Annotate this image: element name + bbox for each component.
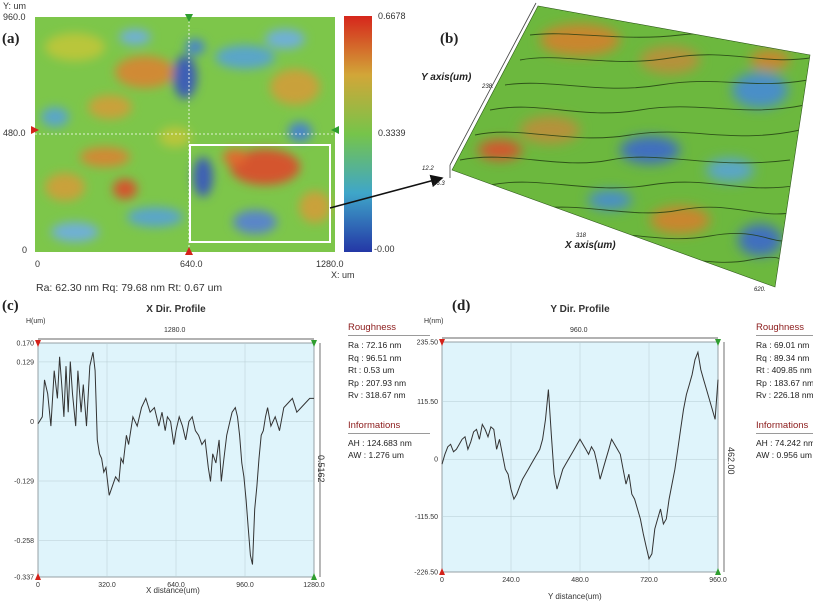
x-info-aw: AW : 1.276 um — [348, 450, 404, 460]
axis-3d-x-label: X axis(um) — [564, 240, 616, 251]
axis-3d-x-tick-mid: 318 — [576, 233, 587, 239]
y-roughness-rt: Rt : 409.85 nm — [756, 365, 812, 375]
y-profile-xtick-3: 720.0 — [640, 577, 658, 584]
colorbar-min-label: -0.00 — [374, 244, 395, 254]
x-profile-cursor-left-top[interactable] — [35, 340, 41, 347]
colorbar-max-label: 0.6678 — [378, 11, 406, 21]
panel-label-a: (a) — [2, 31, 20, 47]
map-x-tick-640: 640.0 — [180, 259, 203, 269]
map-y-tick-0: 0 — [22, 245, 28, 255]
panel-label-d: (d) — [452, 298, 471, 314]
x-roughness-rq: Rq : 96.51 nm — [348, 352, 402, 363]
y-profile-title: Y Dir. Profile — [550, 304, 610, 315]
map-x-tick-0: 0 — [35, 259, 41, 269]
x-profile-cursor-right-bottom[interactable] — [311, 573, 317, 580]
y-profile-ytick-0: 235.50 — [417, 340, 439, 347]
x-profile-series-line-0 — [37, 352, 314, 565]
map-roughness-stats: Ra: 62.30 nm Rq: 79.68 nm Rt: 0.67 um — [36, 282, 223, 294]
y-profile-series-line-0 — [441, 350, 719, 561]
y-roughness-heading: Roughness — [756, 322, 813, 336]
x-info-ah: AH : 124.683 nm — [348, 437, 412, 448]
y-profile-xtick-0: 0 — [440, 577, 444, 584]
x-profile-title: X Dir. Profile — [146, 304, 206, 315]
y-profile-span-label: 960.0 — [570, 327, 588, 334]
y-profile-ytick-1: 115.50 — [417, 399, 438, 406]
height-map-3d: Y axis(um) 238. 12.2 16.3 318 X axis(um)… — [421, 2, 811, 293]
axis-3d-y-tick: 238. — [481, 84, 494, 90]
x-roughness-rt: Rt : 0.53 um — [348, 365, 395, 375]
y-profile-roughness-box: Roughness Ra : 69.01 nm Rq : 89.34 nm Rt… — [756, 322, 813, 462]
y-profile-xtick-4: 960.0 — [709, 577, 727, 584]
y-info-heading: Informations — [756, 420, 813, 434]
x-profile-ytick-5: -0.337 — [14, 575, 34, 582]
map-x-tick-1280: 1280.0 — [316, 259, 344, 269]
x-profile-xtick-3: 960.0 — [236, 582, 254, 589]
panel-label-b: (b) — [440, 31, 459, 47]
y-roughness-rp: Rp : 183.67 nm — [756, 377, 813, 388]
y-profile-ytick-3: -115.50 — [415, 514, 438, 521]
panel-label-c: (c) — [2, 298, 19, 314]
y-profile-cursor-left-top[interactable] — [439, 339, 445, 346]
y-info-ah: AH : 74.242 nm — [756, 437, 813, 448]
axis-3d-z-tick-b: 16.3 — [433, 181, 445, 187]
y-profile-cursor-right-top[interactable] — [715, 339, 721, 346]
axis-3d-x-tick-end: 620. — [754, 287, 766, 293]
x-profile-chart: 0 320.0 640.0 960.0 1280.0 0.170 0.129 0 -0.129 -… — [14, 338, 325, 589]
y-roughness-ra: Ra : 69.01 nm — [756, 340, 810, 350]
y-profile-ylabel: H(nm) — [424, 318, 444, 325]
x-profile-xtick-2: 640.0 — [167, 582, 185, 589]
x-profile-ytick-3: -0.129 — [14, 479, 34, 486]
y-profile-ytick-2: 0 — [434, 457, 438, 464]
y-info-aw: AW : 0.956 um — [756, 450, 812, 460]
x-profile-ytick-0: 0.170 — [16, 341, 34, 348]
x-profile-span-label: 1280.0 — [164, 327, 186, 334]
map-y-axis-title: Y: um — [3, 1, 27, 11]
x-profile-ytick-1: 0.129 — [16, 359, 34, 366]
x-profile-ytick-2: 0 — [30, 419, 34, 426]
x-profile-xtick-1: 320.0 — [98, 582, 116, 589]
x-profile-ytick-4: -0.258 — [14, 538, 34, 545]
x-info-heading: Informations — [348, 420, 430, 434]
map-x-axis-title: X: um — [331, 270, 355, 280]
y-profile-cursor-left-bottom[interactable] — [439, 568, 445, 575]
y-profile-ytick-4: -226.50 — [414, 570, 438, 577]
map-y-tick-480: 480.0 — [3, 128, 26, 138]
x-roughness-heading: Roughness — [348, 322, 430, 336]
y-profile-xtick-1: 240.0 — [502, 577, 520, 584]
x-roughness-rv: Rv : 318.67 nm — [348, 390, 406, 400]
y-profile-xlabel: Y distance(um) — [548, 592, 602, 601]
y-profile-cursor-right-bottom[interactable] — [715, 568, 721, 575]
map-y-tick-960: 960.0 — [3, 12, 26, 22]
x-profile-ylabel: H(um) — [26, 318, 46, 325]
x-profile-xtick-0: 0 — [36, 582, 40, 589]
x-roughness-rp: Rp : 207.93 nm — [348, 377, 407, 388]
axis-3d-z-tick-a: 12.2 — [422, 166, 434, 172]
x-profile-cursor-left-bottom[interactable] — [35, 573, 41, 580]
y-roughness-rq: Rq : 89.34 nm — [756, 352, 810, 363]
y-profile-chart: 0 240.0 480.0 720.0 960.0 235.50 115.50 0 -115.5… — [414, 337, 727, 584]
x-profile-xlabel: X distance(um) — [146, 586, 200, 595]
colorbar-mid-label: 0.3339 — [378, 128, 406, 138]
axis-3d-y-label: Y axis(um) — [421, 72, 472, 83]
x-profile-cursor-right-top[interactable] — [311, 340, 317, 347]
y-profile-xtick-2: 480.0 — [571, 577, 589, 584]
height-map-2d — [31, 14, 339, 255]
colorbar — [344, 16, 372, 252]
x-roughness-ra: Ra : 72.16 nm — [348, 340, 402, 350]
y-roughness-rv: Rv : 226.18 nm — [756, 390, 813, 400]
x-profile-roughness-box: Roughness Ra : 72.16 nm Rq : 96.51 nm Rt… — [348, 322, 430, 462]
x-profile-xtick-4: 1280.0 — [303, 582, 325, 589]
